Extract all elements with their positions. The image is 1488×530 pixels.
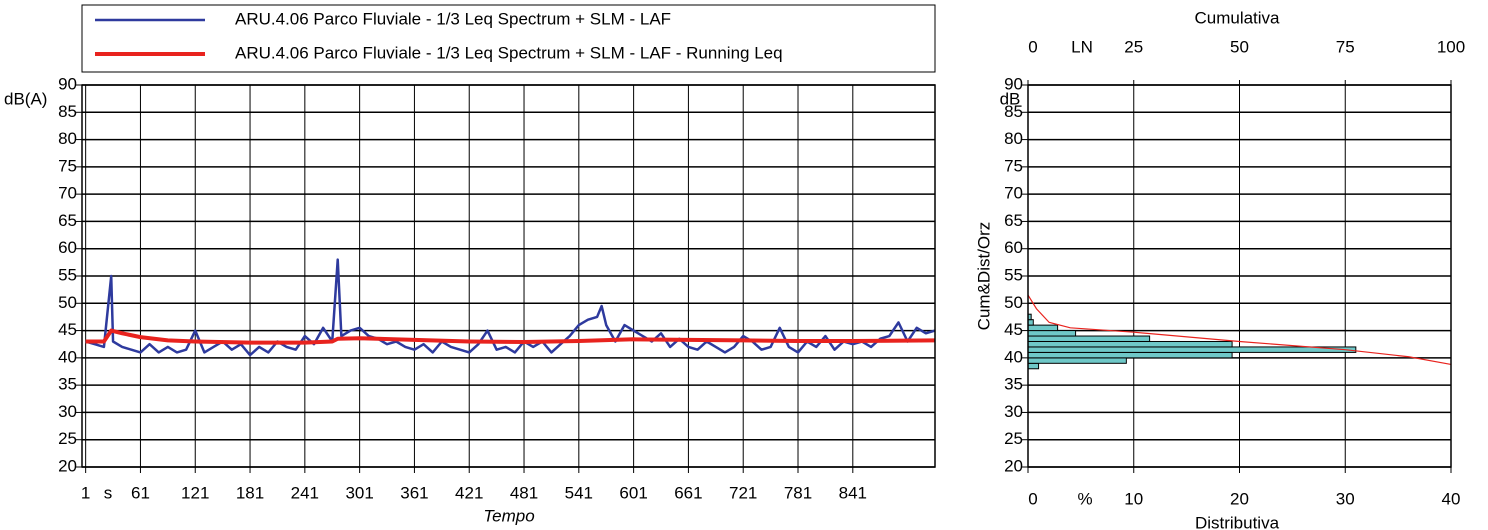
y-tick-label: 20 [1004,456,1023,475]
histogram-bar [1027,330,1077,337]
x-tick-label: 181 [236,483,264,502]
y-tick-label: 70 [58,184,77,203]
legend-box [81,4,936,73]
y-tick-label: 80 [58,129,77,148]
top-tick-label: 25 [1124,37,1143,56]
x-tick-label: 301 [345,483,373,502]
x-tick-label: 661 [674,483,702,502]
top-tick-label: 0 [1028,37,1037,56]
y-axis-label: dB(A) [4,89,47,108]
x-tick-label: 541 [565,483,593,502]
histogram-bar [1027,346,1357,353]
x-tick-label: 10 [1124,489,1143,508]
y-tick-label: 60 [1004,238,1023,257]
histogram-bar [1027,340,1233,348]
y-tick-label: 75 [58,156,77,175]
y-tick-label: 90 [1004,74,1023,93]
x-axis-label: Distributiva [1195,513,1280,530]
top-axis-unit: LN [1071,37,1093,56]
y-tick-label: 50 [1004,293,1023,312]
y-tick-label: 55 [1004,265,1023,284]
histogram-bar [1027,335,1151,342]
y-tick-label: 40 [58,347,77,366]
histogram-bar [1027,351,1233,359]
x-axis-unit: % [1077,489,1092,508]
x-tick-label: 421 [455,483,483,502]
y-tick-label: 70 [1004,184,1023,203]
y-tick-label: 45 [1004,320,1023,339]
x-axis-label: Tempo [483,506,534,525]
data-line [85,328,936,345]
top-tick-label: 50 [1230,37,1249,56]
legend-label: ARU.4.06 Parco Fluviale - 1/3 Leq Spectr… [235,9,671,28]
x-tick-label: 40 [1442,489,1461,508]
y-tick-label: 25 [1004,429,1023,448]
y-tick-label: 35 [58,375,77,394]
y-axis-label: Cum&Dist/Orz [974,222,993,331]
histogram-bar [1027,319,1034,326]
x-tick-label: 241 [291,483,319,502]
x-tick-label: 361 [400,483,428,502]
x-tick-label: 481 [510,483,538,502]
histogram-bar [1027,357,1127,364]
y-tick-label: 75 [1004,156,1023,175]
x-tick-label: 601 [619,483,647,502]
x-tick-label: 781 [784,483,812,502]
histogram-bar [1027,324,1059,332]
y-tick-label: 45 [58,320,77,339]
x-tick-label: 721 [729,483,757,502]
y-tick-label: 30 [58,402,77,421]
y-tick-label: 30 [1004,402,1023,421]
top-axis-label: Cumulativa [1194,8,1280,27]
x-tick-label: 841 [839,483,867,502]
x-tick-label: 1 [81,483,90,502]
x-tick-label: 20 [1230,489,1249,508]
x-axis-unit: s [104,483,113,502]
y-tick-label: 80 [1004,129,1023,148]
y-tick-label: 55 [58,265,77,284]
plot-frame [81,84,936,468]
y-tick-label: 90 [58,74,77,93]
y-tick-label: 40 [1004,347,1023,366]
y-tick-label: 25 [58,429,77,448]
y-axis-unit: dB [1000,89,1021,108]
x-tick-label: 61 [131,483,150,502]
y-tick-label: 85 [1004,102,1023,121]
top-tick-label: 75 [1336,37,1355,56]
y-tick-label: 65 [1004,211,1023,230]
cumulative-line [1027,294,1452,366]
x-tick-label: 121 [181,483,209,502]
x-tick-label: 0 [1028,489,1037,508]
y-tick-label: 35 [1004,375,1023,394]
y-tick-label: 60 [58,238,77,257]
y-tick-label: 85 [58,102,77,121]
y-tick-label: 20 [58,456,77,475]
top-tick-label: 100 [1437,37,1465,56]
histogram-bar [1027,362,1040,370]
legend-label: ARU.4.06 Parco Fluviale - 1/3 Leq Spectr… [235,43,783,62]
y-tick-label: 50 [58,293,77,312]
plot-frame [1027,84,1452,468]
x-tick-label: 30 [1336,489,1355,508]
y-tick-label: 65 [58,211,77,230]
